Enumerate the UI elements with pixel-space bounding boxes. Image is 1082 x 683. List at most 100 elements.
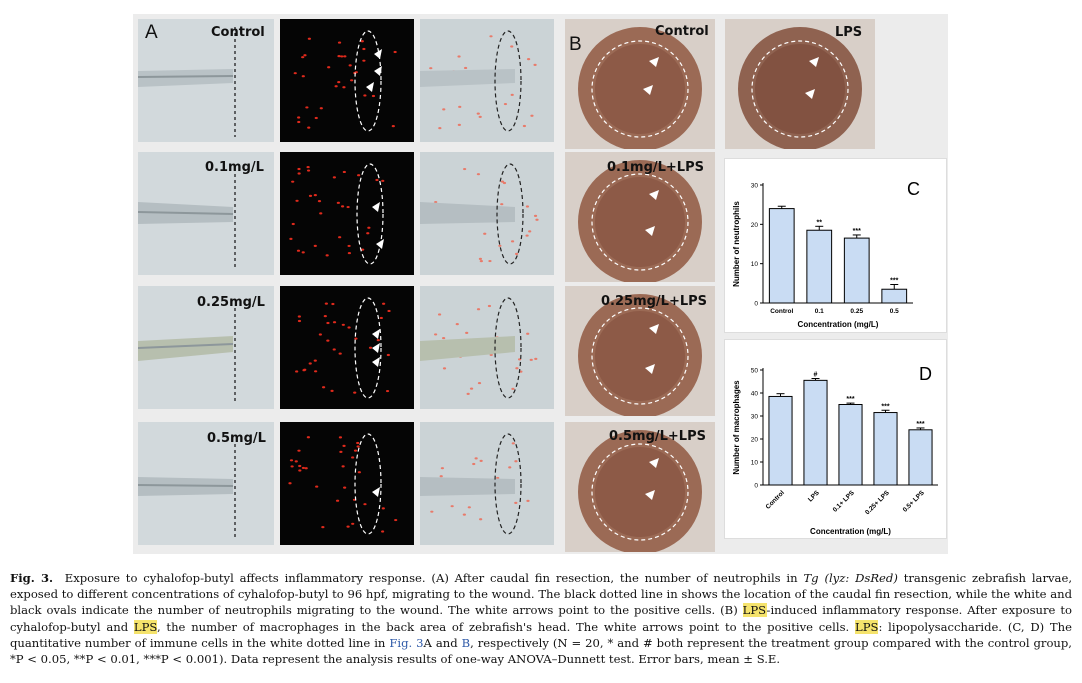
cell-dot	[437, 313, 442, 316]
cell-dot	[297, 167, 301, 171]
cell-dot	[338, 436, 343, 439]
cell-dot	[308, 194, 313, 197]
panel-b-letter: B	[569, 34, 582, 55]
x-tick-label: Control	[770, 308, 793, 315]
y-tick-label: 20	[751, 437, 759, 444]
cell-dot	[301, 466, 306, 470]
x-tick-label: Control	[765, 489, 786, 510]
bar	[843, 237, 870, 304]
cell-dot	[386, 353, 390, 357]
brightfield-image-0-25	[138, 286, 274, 409]
cell-dot	[308, 362, 312, 365]
cell-dot	[503, 102, 508, 106]
cell-dot	[381, 179, 385, 182]
bar	[838, 404, 863, 486]
cell-dot	[331, 302, 335, 306]
caption-text-4: , the number of macrophages in the back …	[156, 619, 855, 634]
cell-dot	[434, 333, 438, 336]
cell-dot	[380, 530, 385, 533]
caption-text-1: Exposure to cyhalofop-butyl affects infl…	[64, 571, 804, 585]
cell-dot	[347, 326, 351, 329]
cell-dot	[305, 106, 309, 109]
fluorescence-image-control	[280, 19, 414, 142]
cell-dot	[302, 369, 306, 372]
panel-b-label-0-5-lps: 0.5mg/L+LPS	[609, 429, 706, 444]
cell-dot	[289, 237, 293, 240]
cell-dot	[313, 359, 317, 362]
caption-link-fig3[interactable]: Fig. 3	[389, 635, 424, 650]
cell-dot	[297, 319, 302, 323]
cell-dot	[290, 465, 294, 468]
cell-dot	[337, 81, 341, 84]
y-tick-label: 30	[751, 414, 759, 421]
caption-lps-1: LPS	[742, 603, 767, 618]
figure-3: A Control 0.1mg/L 0.25mg/L 0.5mg/L B Con…	[133, 14, 948, 554]
cell-dot	[337, 41, 342, 44]
cell-dot	[362, 59, 366, 62]
cell-dot	[476, 308, 481, 311]
cell-dot	[297, 315, 301, 318]
cell-dot	[354, 337, 358, 340]
cell-dot	[338, 352, 342, 355]
cell-dot	[457, 55, 461, 58]
cell-dot	[381, 507, 385, 510]
cell-dot	[467, 506, 471, 509]
cell-dot	[319, 107, 323, 110]
cell-dot	[326, 321, 330, 325]
cell-dot	[337, 54, 341, 58]
y-tick-label: 50	[751, 368, 759, 375]
x-tick-label: 0.25	[850, 308, 863, 315]
head-image-0-5-lps	[565, 422, 715, 552]
panel-b-label-0-25-lps: 0.25mg/L+LPS	[601, 294, 708, 309]
cell-dot	[376, 339, 380, 342]
cell-dot	[301, 75, 305, 78]
x-axis-label: Concentration (mg/L)	[810, 527, 891, 536]
merged-image-control	[420, 19, 554, 142]
cell-dot	[314, 116, 318, 120]
figure-caption: Fig. 3. Exposure to cyhalofop-butyl affe…	[10, 570, 1072, 667]
cell-dot	[465, 331, 469, 334]
bar	[768, 208, 795, 304]
cell-dot	[350, 79, 354, 82]
cell-dot	[478, 257, 483, 260]
cell-dot	[341, 465, 345, 468]
cell-dot	[442, 336, 446, 340]
cell-dot	[343, 55, 347, 58]
significance-label: ***	[890, 278, 898, 285]
cell-dot	[297, 120, 301, 124]
cell-dot	[294, 460, 298, 463]
cell-dot	[511, 387, 515, 390]
caption-link-b[interactable]: B	[461, 635, 471, 650]
cell-dot	[326, 339, 330, 342]
cell-dot	[332, 321, 337, 324]
y-axis-label: Number of neutrophils	[732, 201, 741, 287]
cell-dot	[339, 450, 343, 453]
cell-dot	[297, 116, 301, 119]
significance-label: ***	[916, 421, 924, 428]
cell-dot	[342, 86, 346, 89]
cell-dot	[340, 205, 345, 208]
cell-dot	[526, 332, 530, 335]
brightfield-image-0-5	[138, 422, 274, 545]
cell-dot	[293, 72, 297, 75]
cell-dot	[303, 54, 307, 57]
cell-dot	[340, 55, 344, 58]
cell-dot	[479, 518, 483, 521]
cell-dot	[457, 123, 461, 126]
cell-dot	[298, 464, 302, 468]
cell-dot	[514, 460, 518, 463]
significance-label: ***	[853, 228, 861, 235]
cell-dot	[348, 64, 352, 67]
cell-dot	[363, 503, 367, 506]
cell-dot	[306, 169, 311, 172]
cell-dot	[458, 105, 462, 108]
cell-dot	[346, 525, 350, 528]
cell-dot	[393, 50, 397, 54]
cell-dot	[332, 348, 336, 351]
cell-dot	[387, 309, 391, 313]
cell-dot	[476, 112, 480, 115]
cell-dot	[462, 513, 466, 516]
cell-dot	[510, 93, 514, 96]
cell-dot	[319, 212, 323, 215]
cell-dot	[323, 315, 327, 318]
